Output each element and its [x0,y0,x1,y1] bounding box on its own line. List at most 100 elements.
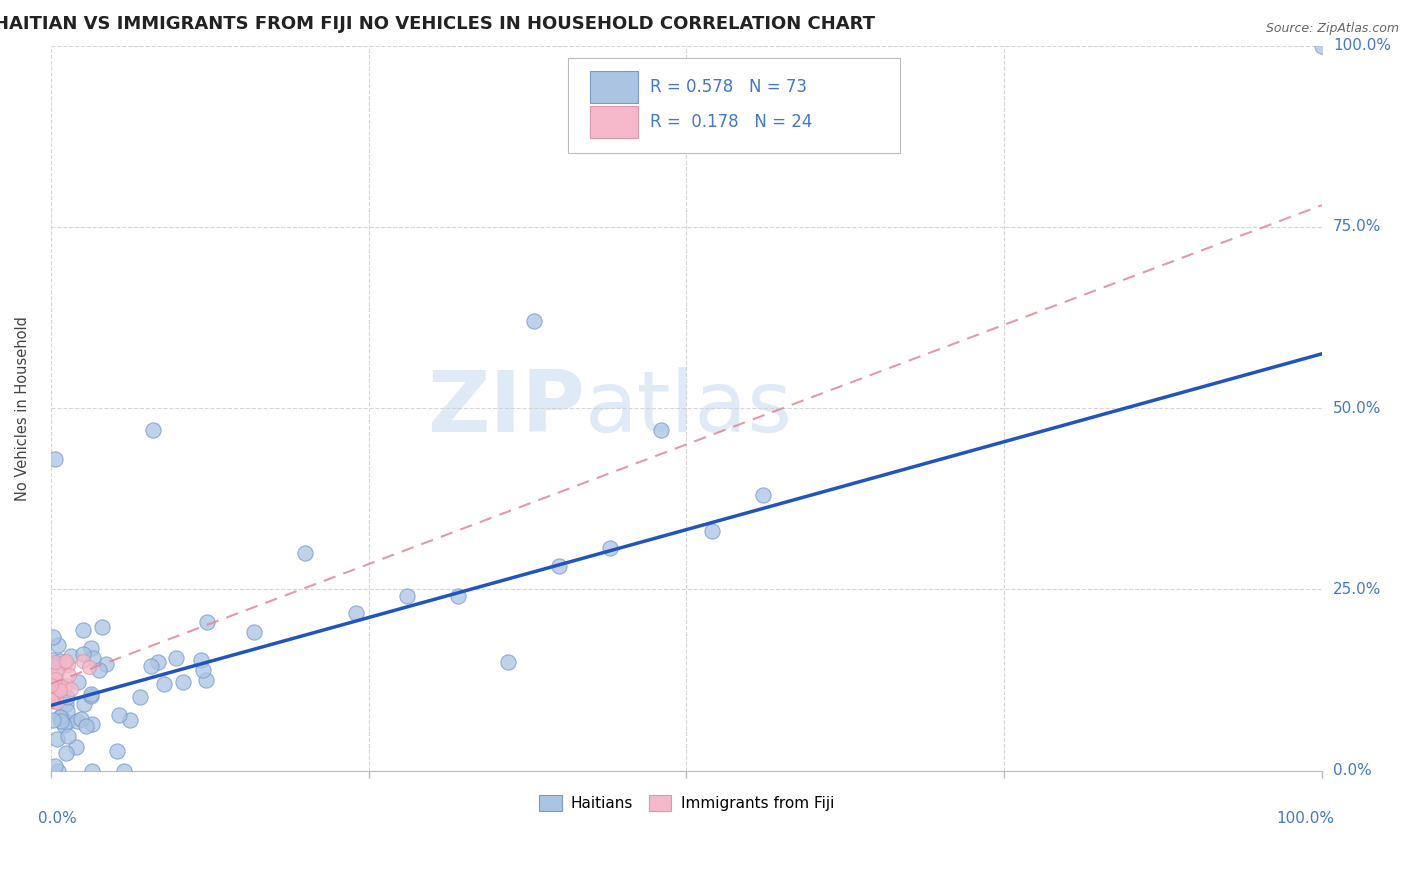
Point [751,488,773,502]
Text: 50.0%: 50.0% [1333,401,1381,416]
Point [53,655,76,669]
Point [60,682,83,697]
Point [44,759,66,773]
Point [65,739,87,754]
Text: atlas: atlas [585,367,793,450]
Point [44,681,66,696]
Point [498,656,520,670]
Point [70,712,93,726]
FancyBboxPatch shape [568,58,900,153]
Point [82,651,104,665]
Text: R =  0.178   N = 24: R = 0.178 N = 24 [650,112,811,131]
Point [77,660,100,674]
Point [51,709,73,723]
Point [49,682,72,697]
Text: ZIP: ZIP [427,367,585,450]
Point [82,764,104,778]
Point [80,687,103,701]
Point [190,653,212,667]
Point [80,689,103,703]
Point [523,314,546,328]
Point [146,655,169,669]
Point [56,714,79,729]
FancyBboxPatch shape [589,71,638,103]
Point [39,692,62,706]
Point [46,682,69,697]
Point [193,663,215,677]
Point [1310,38,1333,53]
Point [44,655,66,669]
Point [89,663,111,677]
Point [58,668,80,682]
Point [172,674,194,689]
Text: 100.0%: 100.0% [1333,38,1391,54]
Point [53,718,76,732]
Point [45,731,67,746]
Point [44,452,66,467]
Point [66,675,89,690]
Point [48,660,70,674]
Point [42,694,65,708]
Point [49,681,72,696]
Point [46,638,69,652]
Point [66,714,89,728]
Text: Source: ZipAtlas.com: Source: ZipAtlas.com [1265,22,1399,36]
Point [41,653,63,667]
Point [700,524,723,538]
Point [45,665,67,679]
Point [75,719,97,733]
Point [42,630,65,644]
Point [91,620,114,634]
Point [599,541,621,555]
Point [548,558,571,573]
Point [72,623,94,637]
Point [141,423,163,437]
Point [41,694,63,708]
Point [48,680,70,694]
Point [42,713,65,727]
Point [72,654,94,668]
Point [112,764,135,778]
Text: 0.0%: 0.0% [1333,764,1372,778]
Point [153,677,176,691]
Point [42,690,65,705]
Legend: Haitians, Immigrants from Fiji: Haitians, Immigrants from Fiji [533,789,839,817]
Point [60,649,83,664]
Point [58,729,80,743]
Point [55,654,77,668]
Point [45,695,67,709]
Point [120,713,142,727]
Point [80,716,103,731]
Point [195,615,218,629]
Point [165,651,187,665]
Point [48,681,70,696]
Point [650,423,672,437]
Point [56,690,79,704]
Point [243,624,266,639]
Point [195,673,218,687]
Point [55,746,77,760]
Point [52,681,75,695]
Point [55,698,77,712]
Y-axis label: No Vehicles in Household: No Vehicles in Household [15,316,30,500]
Point [395,589,418,603]
Point [58,658,80,673]
Text: 100.0%: 100.0% [1277,811,1334,826]
Text: 25.0%: 25.0% [1333,582,1381,597]
Point [48,764,70,778]
Point [80,641,103,656]
Text: R = 0.578   N = 73: R = 0.578 N = 73 [650,78,807,96]
Text: HAITIAN VS IMMIGRANTS FROM FIJI NO VEHICLES IN HOUSEHOLD CORRELATION CHART: HAITIAN VS IMMIGRANTS FROM FIJI NO VEHIC… [0,15,875,33]
Point [49,680,72,694]
Point [446,589,468,603]
Point [41,658,63,673]
Point [108,707,131,722]
Point [42,683,65,698]
Point [42,686,65,700]
Point [105,744,128,758]
Point [56,704,79,718]
Point [44,672,66,686]
Point [41,668,63,682]
Point [294,546,316,560]
Point [139,659,162,673]
